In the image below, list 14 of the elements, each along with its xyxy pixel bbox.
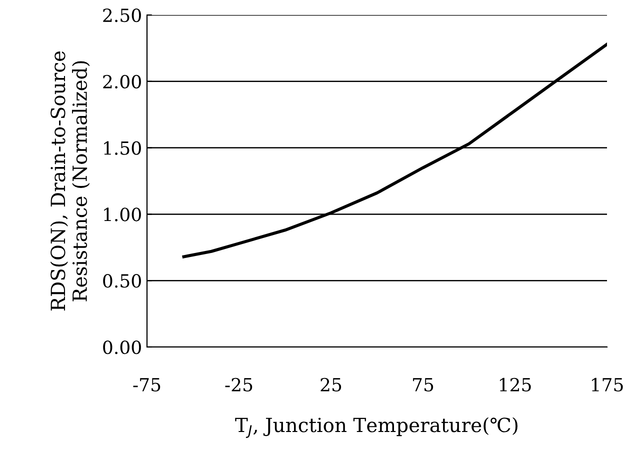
y-tick-label: 1.50: [104, 141, 141, 155]
y-tick-label: 0.50: [103, 274, 141, 288]
x-tick-label: -25: [225, 378, 252, 392]
x-tick-label: 175: [592, 378, 623, 392]
x-tick-label: 75: [413, 378, 434, 392]
y-tick-label: 0.00: [103, 340, 141, 354]
y-tick-label: 2.50: [103, 8, 141, 22]
x-tick-label: 125: [500, 378, 531, 392]
y-tick-label: 2.00: [103, 74, 141, 89]
x-axis-title: T$_{J}$, Junction Temperature(℃): [235, 417, 518, 438]
x-tick-label: 25: [320, 378, 342, 392]
y-tick-label: 1.00: [104, 208, 141, 222]
x-tick-label: -75: [133, 378, 160, 392]
y-axis-title: RDS(ON), Drain-to-Source Resistance (Normalized): [50, 51, 90, 311]
